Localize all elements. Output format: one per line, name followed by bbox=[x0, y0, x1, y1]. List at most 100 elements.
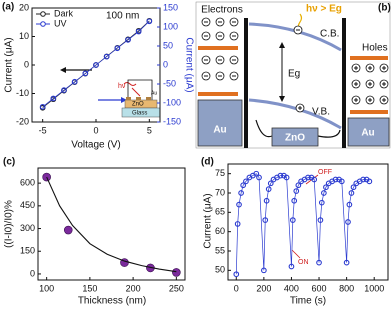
data-point bbox=[71, 78, 78, 85]
y2-tick-label: 100 bbox=[163, 21, 178, 31]
data-point bbox=[42, 172, 51, 182]
y2-tick-label: 150 bbox=[163, 2, 178, 12]
x-tick-label: 400 bbox=[284, 283, 299, 293]
y2-tick-label: 0 bbox=[163, 59, 168, 69]
y2-tick-label: -150 bbox=[163, 116, 181, 126]
y-tick-label: 55 bbox=[215, 245, 225, 255]
series-line bbox=[46, 176, 177, 273]
data-point bbox=[323, 184, 329, 191]
y-tick-label: 300 bbox=[20, 223, 35, 233]
x-tick-label: 0 bbox=[234, 283, 239, 293]
diagram-label: Au bbox=[361, 128, 374, 139]
annotation-arrow bbox=[291, 249, 301, 259]
x-tick-label: 100 bbox=[39, 283, 54, 293]
legend-marker bbox=[40, 21, 46, 27]
data-point bbox=[243, 178, 249, 185]
data-point bbox=[267, 180, 274, 187]
data-point bbox=[291, 197, 298, 204]
x-tick-label: 150 bbox=[82, 283, 97, 293]
y-tick-label: 0 bbox=[24, 59, 29, 69]
diagram-label: Holes bbox=[362, 43, 388, 54]
x-tick-label: 200 bbox=[126, 283, 141, 293]
diagram-label: V.B. bbox=[312, 107, 330, 118]
y-axis-label: Current (μA) bbox=[203, 193, 214, 248]
data-point bbox=[295, 182, 302, 189]
inset-label: Au bbox=[151, 90, 157, 96]
annotation: ON bbox=[298, 259, 309, 266]
series-line bbox=[42, 21, 150, 108]
x-axis-label: Thickness (nm) bbox=[78, 296, 146, 307]
data-point bbox=[240, 182, 247, 189]
data-point bbox=[39, 103, 46, 110]
panel-label: (d) bbox=[201, 157, 214, 168]
data-point bbox=[263, 197, 270, 204]
data-point bbox=[318, 199, 325, 206]
data-point bbox=[277, 172, 284, 179]
annotation: 100 nm bbox=[106, 11, 139, 22]
data-point bbox=[346, 201, 353, 208]
y-tick-label: -10 bbox=[16, 88, 29, 98]
data-point bbox=[125, 37, 131, 43]
data-point bbox=[50, 95, 57, 102]
data-point bbox=[114, 45, 121, 52]
data-point bbox=[82, 70, 89, 77]
data-point bbox=[343, 259, 350, 266]
y-tick-label: 50 bbox=[215, 265, 225, 275]
data-point bbox=[332, 176, 339, 183]
inset-label: ZnO bbox=[132, 102, 144, 108]
legend-label: Dark bbox=[54, 8, 74, 18]
data-point bbox=[348, 190, 355, 196]
data-point bbox=[311, 176, 318, 183]
data-point bbox=[238, 190, 244, 196]
x-axis-label: Voltage (V) bbox=[71, 140, 120, 151]
data-point bbox=[261, 267, 267, 274]
data-point bbox=[289, 217, 296, 223]
diagram-label: C.B. bbox=[320, 29, 339, 40]
diagram-label: Electrons bbox=[201, 5, 243, 16]
plot-frame bbox=[227, 163, 389, 281]
x-tick-label: 250 bbox=[169, 283, 184, 293]
data-point bbox=[61, 87, 67, 93]
x-tick-label: -5 bbox=[39, 125, 47, 135]
y2-tick-label: -100 bbox=[163, 97, 181, 107]
plot-frame bbox=[37, 167, 186, 281]
diagram-label: Au bbox=[213, 125, 226, 136]
direction-arrows bbox=[60, 67, 127, 103]
diagram-label: Eg bbox=[288, 69, 300, 80]
data-point bbox=[265, 186, 272, 192]
x-axis-label: Time (s) bbox=[290, 296, 326, 307]
data-point bbox=[236, 201, 242, 208]
data-point bbox=[321, 190, 327, 196]
y2-axis-label: Current (μA) bbox=[183, 37, 194, 92]
x-tick-label: 0 bbox=[93, 125, 98, 135]
legend-marker bbox=[40, 11, 46, 17]
x-tick-label: 5 bbox=[147, 125, 152, 135]
y-tick-label: 60 bbox=[215, 226, 225, 236]
data-point bbox=[256, 174, 262, 181]
panel-label: (a) bbox=[2, 2, 14, 13]
device-inset: hν ZnO Au Glass bbox=[118, 79, 161, 118]
annotation: OFF bbox=[318, 169, 332, 176]
y-tick-label: 75 bbox=[215, 168, 225, 178]
y-tick-label: 20 bbox=[19, 2, 29, 12]
y-tick-label: 150 bbox=[20, 246, 35, 256]
series-line bbox=[42, 20, 150, 109]
data-point bbox=[253, 170, 260, 177]
diagram-label: ZnO bbox=[285, 133, 305, 144]
diagram-label: hν > Eg bbox=[306, 4, 342, 15]
x-tick-label: 200 bbox=[256, 283, 271, 293]
y-tick-label: 10 bbox=[19, 31, 29, 41]
data-point bbox=[283, 174, 290, 181]
y-tick-label: 70 bbox=[215, 187, 225, 197]
y-axis-label: ((I-I0)/I0)% bbox=[4, 200, 15, 248]
data-point bbox=[172, 268, 181, 277]
data-point bbox=[305, 174, 311, 181]
y2-tick-label: 50 bbox=[163, 40, 173, 50]
y-tick-label: -20 bbox=[16, 116, 29, 126]
y-tick-label: 600 bbox=[20, 178, 35, 188]
inset-label: hν bbox=[118, 83, 126, 90]
data-point bbox=[135, 28, 142, 35]
data-point bbox=[366, 178, 373, 185]
data-point bbox=[293, 188, 300, 194]
